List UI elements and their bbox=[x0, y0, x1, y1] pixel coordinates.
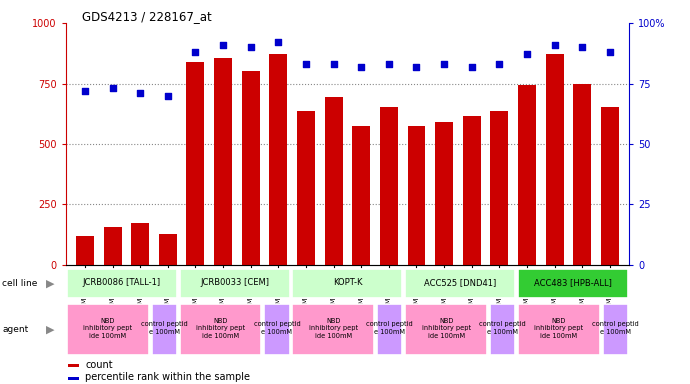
Bar bbox=[490, 304, 515, 355]
Bar bbox=[241, 71, 259, 265]
Text: ACC525 [DND41]: ACC525 [DND41] bbox=[424, 278, 496, 287]
Point bbox=[300, 61, 311, 67]
Bar bbox=[104, 227, 121, 265]
Bar bbox=[353, 126, 371, 265]
Text: GDS4213 / 228167_at: GDS4213 / 228167_at bbox=[83, 10, 213, 23]
Text: ▶: ▶ bbox=[46, 324, 55, 334]
Bar bbox=[76, 236, 94, 265]
Text: NBD
inhibitory pept
ide 100mM: NBD inhibitory pept ide 100mM bbox=[534, 318, 583, 339]
Bar bbox=[131, 223, 149, 265]
Text: NBD
inhibitory pept
ide 100mM: NBD inhibitory pept ide 100mM bbox=[308, 318, 358, 339]
Bar bbox=[179, 304, 262, 355]
Point bbox=[466, 63, 477, 70]
Point bbox=[494, 61, 505, 67]
Text: control peptid
e 100mM: control peptid e 100mM bbox=[479, 321, 526, 335]
Text: NBD
inhibitory pept
ide 100mM: NBD inhibitory pept ide 100mM bbox=[83, 318, 132, 339]
Bar bbox=[67, 268, 177, 298]
Bar bbox=[435, 122, 453, 265]
Bar bbox=[293, 268, 402, 298]
Point bbox=[604, 49, 615, 55]
Bar bbox=[269, 55, 287, 265]
Bar bbox=[573, 84, 591, 265]
Text: ▶: ▶ bbox=[46, 278, 55, 288]
Text: cell line: cell line bbox=[2, 279, 37, 288]
Text: NBD
inhibitory pept
ide 100mM: NBD inhibitory pept ide 100mM bbox=[196, 318, 245, 339]
Text: control peptid
e 100mM: control peptid e 100mM bbox=[592, 321, 638, 335]
Text: KOPT-K: KOPT-K bbox=[333, 278, 362, 287]
Bar bbox=[380, 106, 398, 265]
Text: control peptid
e 100mM: control peptid e 100mM bbox=[366, 321, 413, 335]
Bar bbox=[67, 304, 149, 355]
Point bbox=[549, 42, 560, 48]
Bar bbox=[293, 304, 374, 355]
Text: JCRB0086 [TALL-1]: JCRB0086 [TALL-1] bbox=[83, 278, 161, 287]
Point bbox=[107, 85, 118, 91]
Point bbox=[273, 39, 284, 45]
Point bbox=[411, 63, 422, 70]
Bar bbox=[491, 111, 509, 265]
Text: control peptid
e 100mM: control peptid e 100mM bbox=[253, 321, 300, 335]
Bar bbox=[518, 304, 600, 355]
Bar bbox=[408, 126, 426, 265]
Point bbox=[245, 44, 256, 50]
Bar bbox=[68, 364, 79, 367]
Text: count: count bbox=[86, 360, 113, 370]
Bar bbox=[159, 233, 177, 265]
Bar bbox=[324, 97, 342, 265]
Bar bbox=[601, 106, 619, 265]
Point bbox=[79, 88, 90, 94]
Point bbox=[328, 61, 339, 67]
Point bbox=[135, 90, 146, 96]
Bar bbox=[68, 377, 79, 380]
Bar bbox=[214, 58, 232, 265]
Point bbox=[439, 61, 450, 67]
Point bbox=[162, 93, 173, 99]
Bar bbox=[602, 304, 628, 355]
Point bbox=[190, 49, 201, 55]
Bar bbox=[186, 62, 204, 265]
Point bbox=[384, 61, 395, 67]
Bar bbox=[297, 111, 315, 265]
Text: JCRB0033 [CEM]: JCRB0033 [CEM] bbox=[200, 278, 269, 287]
Text: control peptid
e 100mM: control peptid e 100mM bbox=[141, 321, 188, 335]
Bar bbox=[546, 55, 564, 265]
Text: agent: agent bbox=[2, 325, 28, 334]
Point bbox=[522, 51, 533, 58]
Point bbox=[217, 42, 228, 48]
Point bbox=[356, 63, 367, 70]
Text: ACC483 [HPB-ALL]: ACC483 [HPB-ALL] bbox=[534, 278, 612, 287]
Bar bbox=[463, 116, 481, 265]
Bar bbox=[405, 268, 515, 298]
Bar bbox=[264, 304, 290, 355]
Bar bbox=[518, 85, 536, 265]
Bar bbox=[377, 304, 402, 355]
Text: NBD
inhibitory pept
ide 100mM: NBD inhibitory pept ide 100mM bbox=[422, 318, 471, 339]
Text: percentile rank within the sample: percentile rank within the sample bbox=[86, 372, 250, 382]
Bar bbox=[152, 304, 177, 355]
Point bbox=[577, 44, 588, 50]
Bar bbox=[405, 304, 487, 355]
Bar bbox=[518, 268, 628, 298]
Bar bbox=[179, 268, 290, 298]
